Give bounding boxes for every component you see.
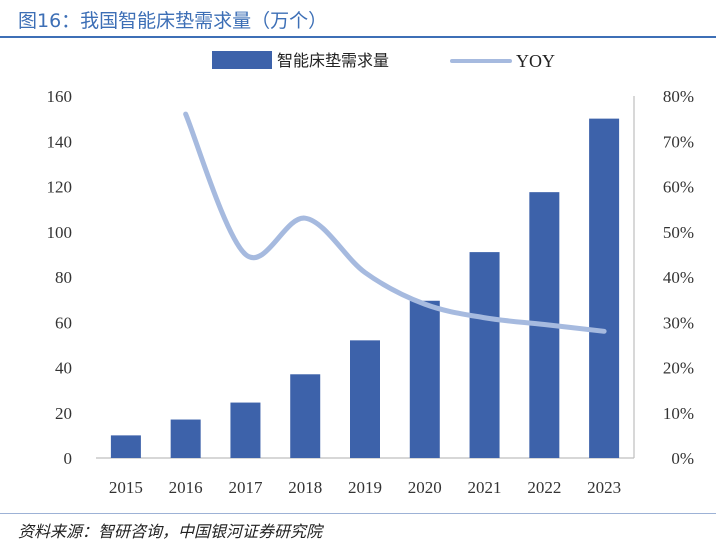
bar-2017	[230, 402, 261, 458]
x-tick-label: 2020	[408, 478, 442, 497]
bar-2016	[170, 419, 201, 458]
left-tick-label: 100	[47, 223, 73, 242]
x-tick-label: 2023	[587, 478, 621, 497]
bar-2023	[589, 118, 620, 458]
left-tick-label: 80	[55, 268, 72, 287]
legend: 智能床垫需求量 YOY	[212, 51, 555, 71]
x-tick-label: 2017	[228, 478, 263, 497]
right-tick-label: 30%	[663, 313, 694, 332]
left-tick-label: 60	[55, 313, 72, 332]
x-axis-ticks: 2015 2016 2017 2018 2019 2020 2021 2022 2023	[109, 478, 621, 497]
source-note: 资料来源：智研咨询，中国银河证券研究院	[18, 522, 323, 541]
x-tick-label: 2016	[169, 478, 203, 497]
x-tick-label: 2021	[468, 478, 502, 497]
left-tick-label: 120	[47, 178, 73, 197]
bar-2015	[110, 435, 141, 458]
right-tick-label: 10%	[663, 404, 694, 423]
right-tick-label: 70%	[663, 132, 694, 151]
bar-2021	[469, 252, 500, 458]
right-tick-label: 60%	[663, 178, 694, 197]
legend-bar-swatch	[212, 51, 272, 69]
bar-2020	[409, 300, 440, 458]
bar-2018	[290, 374, 321, 458]
right-axis-ticks: 0% 10% 20% 30% 40% 50% 60% 70% 80%	[663, 87, 694, 468]
right-tick-label: 80%	[663, 87, 694, 106]
legend-line-label: YOY	[516, 51, 555, 71]
x-tick-label: 2018	[288, 478, 322, 497]
x-tick-label: 2015	[109, 478, 143, 497]
figure-title: 图16：我国智能床垫需求量（万个）	[18, 10, 328, 32]
left-tick-label: 0	[64, 449, 73, 468]
right-tick-label: 20%	[663, 359, 694, 378]
bar-2019	[350, 340, 380, 458]
left-axis-ticks: 0 20 40 60 80 100 120 140 160	[47, 87, 73, 468]
x-tick-label: 2019	[348, 478, 382, 497]
right-tick-label: 0%	[671, 449, 694, 468]
left-tick-label: 140	[47, 132, 73, 151]
left-tick-label: 40	[55, 359, 72, 378]
right-tick-label: 50%	[663, 223, 694, 242]
left-tick-label: 20	[55, 404, 72, 423]
yoy-line	[183, 111, 607, 334]
legend-bar-label: 智能床垫需求量	[277, 51, 389, 70]
source-rule	[0, 513, 716, 514]
right-tick-label: 40%	[663, 268, 694, 287]
left-tick-label: 160	[47, 87, 73, 106]
bars	[110, 118, 620, 458]
title-rule	[0, 36, 716, 38]
x-tick-label: 2022	[527, 478, 561, 497]
